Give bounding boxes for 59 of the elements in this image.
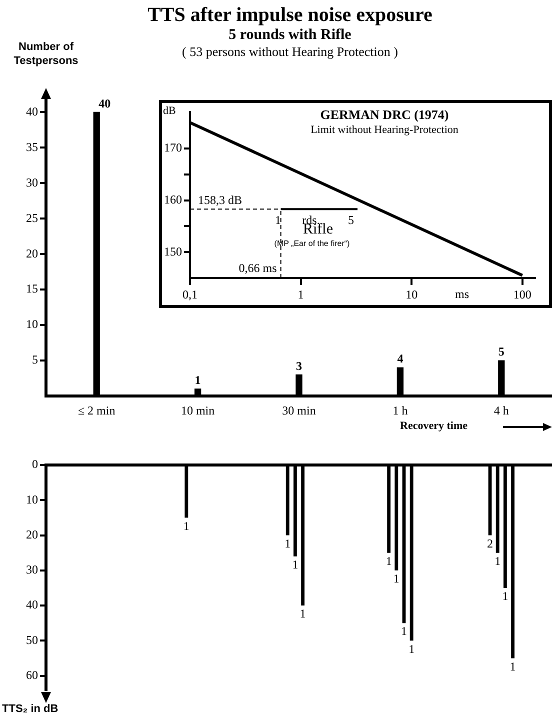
chart-title: TTS after impulse noise exposure bbox=[146, 4, 434, 26]
x-tick-label: 1 h bbox=[392, 403, 408, 418]
y-tick-label: 170 bbox=[164, 140, 182, 155]
x-tick-label: 30 min bbox=[282, 403, 316, 418]
y-tick-label: 50 bbox=[26, 632, 38, 647]
y-tick-label: 25 bbox=[26, 210, 38, 225]
annotation: 1 bbox=[400, 624, 407, 638]
chart-subtitle: 5 rounds with Rifle bbox=[228, 26, 352, 44]
y-tick-label: 40 bbox=[26, 598, 38, 612]
y-tick-label: 30 bbox=[26, 175, 38, 190]
y-tick-label: 35 bbox=[26, 140, 38, 154]
annotation: 1 bbox=[275, 213, 281, 227]
annotation: 1 bbox=[494, 554, 501, 568]
y-tick-label: 10 bbox=[26, 492, 38, 506]
y-tick-label: 5 bbox=[32, 352, 38, 367]
y-tick-label: 160 bbox=[164, 192, 182, 206]
x-tick-label: ≤ 2 min bbox=[78, 403, 116, 418]
y-tick-label: 15 bbox=[26, 282, 38, 296]
annotation: 1 bbox=[183, 518, 190, 533]
x-tick-label: 100 bbox=[513, 287, 532, 302]
x-tick-label: 4 h bbox=[494, 403, 509, 418]
annotation: 1 bbox=[386, 554, 392, 568]
annotation: 2 bbox=[487, 536, 494, 550]
annotation: 5 bbox=[348, 213, 354, 227]
annotation: 1 bbox=[284, 536, 291, 550]
y-tick-label: 30 bbox=[26, 562, 38, 577]
data-label: 3 bbox=[296, 358, 302, 373]
y-axis-title: Number of Testpersons bbox=[12, 40, 80, 68]
text: Limit without Hearing-Protection bbox=[310, 123, 460, 137]
ref-line-label: 158,3 dB bbox=[198, 193, 242, 208]
x-axis-title: ms bbox=[455, 287, 470, 302]
ref-line-label: 0,66 ms bbox=[238, 261, 278, 276]
data-label: 40 bbox=[98, 96, 111, 110]
data-label: 5 bbox=[498, 344, 504, 359]
y-tick-label: 40 bbox=[26, 104, 38, 118]
annotation: 1 bbox=[408, 642, 415, 656]
y-tick-label: 150 bbox=[164, 244, 182, 258]
annotation: 1 bbox=[292, 557, 298, 572]
annotation: 1 bbox=[393, 572, 400, 586]
annotation: 1 bbox=[300, 606, 306, 621]
x-tick-label: 10 min bbox=[180, 403, 215, 418]
data-label: 1 bbox=[194, 373, 201, 387]
annotation: (MP „Ear of the firer“) bbox=[274, 239, 350, 248]
annotation: 1 bbox=[510, 659, 516, 674]
x-tick-label: 1 bbox=[298, 287, 304, 302]
x-axis-title: Recovery time bbox=[400, 420, 468, 432]
annotation: 1 bbox=[502, 589, 508, 604]
text: ( 53 persons without Hearing Protection ) bbox=[181, 44, 399, 60]
y-tick-label: 10 bbox=[26, 317, 38, 332]
y-axis-title: TTS₂ in dB bbox=[2, 703, 58, 715]
data-label: 4 bbox=[397, 352, 404, 366]
y-tick-label: 20 bbox=[26, 246, 38, 260]
y-axis-title: dB bbox=[163, 105, 176, 117]
x-tick-label: 10 bbox=[406, 287, 418, 302]
x-tick-label: 0,1 bbox=[182, 287, 198, 302]
chart-title: GERMAN DRC (1974) bbox=[319, 107, 450, 123]
y-tick-label: 20 bbox=[26, 527, 38, 542]
y-tick-label: 60 bbox=[26, 668, 38, 682]
y-tick-label: 0 bbox=[32, 457, 38, 472]
